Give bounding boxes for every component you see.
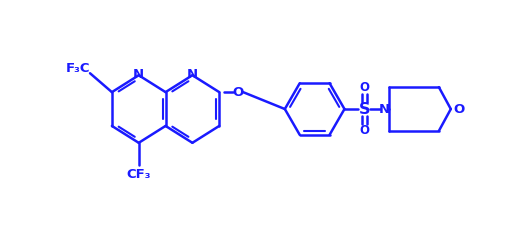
Text: CF₃: CF₃ [127, 168, 151, 181]
Text: O: O [453, 103, 465, 116]
Text: F₃C: F₃C [66, 62, 90, 75]
Text: N: N [379, 103, 390, 116]
Text: S: S [358, 101, 370, 116]
Text: N: N [133, 68, 144, 81]
Text: O: O [359, 124, 369, 137]
Text: O: O [359, 81, 369, 94]
Text: O: O [232, 86, 244, 99]
Text: N: N [187, 68, 198, 81]
